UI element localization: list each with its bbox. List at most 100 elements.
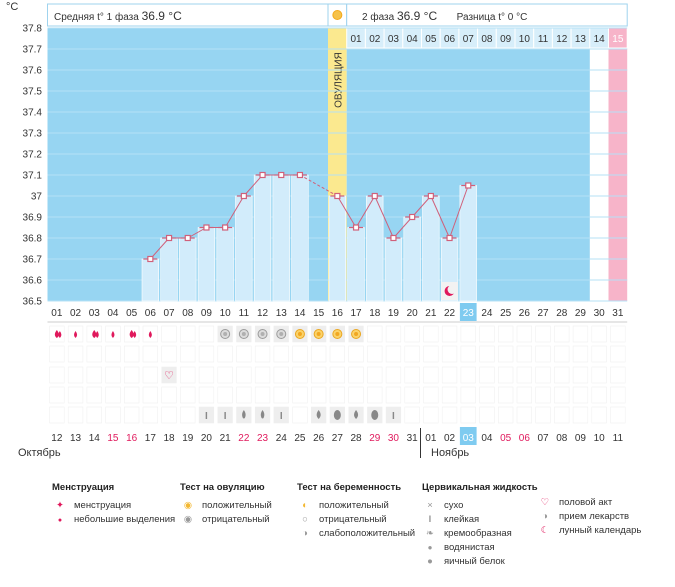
calendar-date: 18 (163, 433, 175, 444)
ovulation-positive-icon (297, 332, 302, 336)
ovulation-positive-icon (335, 332, 340, 336)
dry-icon: × (427, 500, 433, 511)
symbol-cell (105, 345, 121, 363)
calendar-date: 20 (201, 433, 213, 444)
symbol-cell (441, 325, 458, 343)
temperature-line-segment (187, 227, 207, 239)
month-november: Ноябрь (431, 447, 470, 459)
legend-item: небольшие выделения (74, 514, 176, 525)
symbol-cell (217, 366, 233, 384)
cycle-day-label: 13 (276, 308, 288, 319)
legend-menstruation: Менструация ✦ менструация ● небольшие выде… (52, 482, 175, 527)
pregnancy-weak-icon: ◑ (302, 528, 308, 539)
symbol-cell (516, 406, 532, 424)
symbol-cell (161, 406, 177, 424)
symbol-cell (329, 366, 345, 384)
y-tick-label: 37.3 (23, 129, 43, 140)
y-tick-label: 36.6 (23, 276, 43, 287)
cycle-day-label: 08 (182, 308, 194, 319)
temperature-bar (291, 174, 309, 302)
legend-item: отрицательный (319, 514, 387, 525)
symbol-cell (86, 406, 102, 424)
symbol-cell (610, 366, 626, 384)
symbol-cell (441, 386, 458, 404)
symbol-cell (367, 345, 383, 363)
temperature-bar (141, 258, 160, 302)
symbol-cell (460, 406, 476, 424)
symbol-cell (497, 406, 514, 424)
symbol-cell (367, 325, 383, 343)
cycle-day-label: 02 (70, 308, 82, 319)
symbol-cell (254, 386, 271, 404)
symbol-cell (610, 345, 626, 363)
symbol-cell (124, 325, 140, 343)
symbol-cell (217, 345, 233, 363)
temperature-line-segment (430, 195, 451, 239)
cycle-day-label: 26 (519, 308, 531, 319)
pregnancy-negative-icon: ○ (302, 514, 308, 525)
eggwhite-icon (333, 410, 341, 420)
symbol-cell (535, 345, 551, 363)
symbol-cell (105, 406, 121, 424)
temperature-point (184, 234, 191, 242)
temperature-bar (328, 195, 347, 302)
symbol-cell (86, 325, 102, 343)
fluid-cell (217, 407, 233, 423)
diff-value: 0 °C (507, 12, 528, 23)
temperature-bar (160, 237, 178, 302)
header-box-2 (346, 3, 628, 27)
cycle-day-label: 23 (463, 308, 475, 319)
symbol-cell (49, 366, 65, 384)
symbol-cell (67, 345, 84, 363)
symbol-cell (161, 325, 177, 343)
phase2-number: 04 (407, 34, 419, 45)
symbol-cell (49, 406, 65, 424)
legend-item: половой акт (559, 497, 613, 508)
sticky-icon: I (392, 411, 395, 422)
symbol-cell (292, 345, 308, 363)
symbol-cell (460, 325, 476, 343)
cycle-day-label: 15 (313, 308, 325, 319)
calendar-date: 30 (388, 433, 400, 444)
y-tick-label: 37.2 (23, 150, 43, 161)
symbol-cell (292, 386, 308, 404)
sticky-icon: I (428, 514, 432, 525)
symbol-cell (385, 345, 402, 363)
phase2-number: 13 (575, 34, 587, 45)
phase2-number: 15 (612, 34, 624, 45)
symbol-cell (610, 406, 626, 424)
calendar-date: 22 (238, 433, 250, 444)
temperature-point (465, 182, 472, 189)
phase2-number: 09 (500, 34, 512, 45)
temperature-bar (422, 195, 440, 302)
temperature-point (203, 224, 210, 231)
cycle-day-label: 11 (239, 308, 250, 319)
calendar-date: 23 (257, 433, 269, 444)
ovulation-negative-icon: ◉ (183, 514, 193, 525)
symbol-cell (142, 345, 158, 363)
temperature-bar (253, 174, 272, 302)
symbol-cell (572, 406, 589, 424)
symbol-cell (273, 345, 289, 363)
symbol-cell (516, 366, 532, 384)
temperature-line-segment (449, 185, 469, 239)
legend-item: менструация (74, 500, 132, 511)
temperature-point (371, 192, 378, 200)
cycle-end-band (608, 28, 628, 301)
calendar-date: 14 (89, 433, 101, 444)
legend-item: прием лекарств (559, 511, 630, 522)
symbol-cell (591, 345, 607, 363)
symbol-cell (479, 325, 495, 343)
symbol-cell (142, 406, 158, 424)
y-tick-label: 36.5 (23, 297, 43, 308)
symbol-cell (310, 386, 327, 404)
fluid-cell (199, 407, 214, 423)
calendar-date: 02 (444, 433, 456, 444)
symbol-cell (348, 345, 364, 363)
calendar-date: 25 (294, 433, 306, 444)
symbol-cell (49, 345, 65, 363)
calendar-date: 11 (613, 433, 624, 444)
y-tick-label: 36.9 (23, 213, 43, 224)
temperature-bar (216, 227, 234, 302)
